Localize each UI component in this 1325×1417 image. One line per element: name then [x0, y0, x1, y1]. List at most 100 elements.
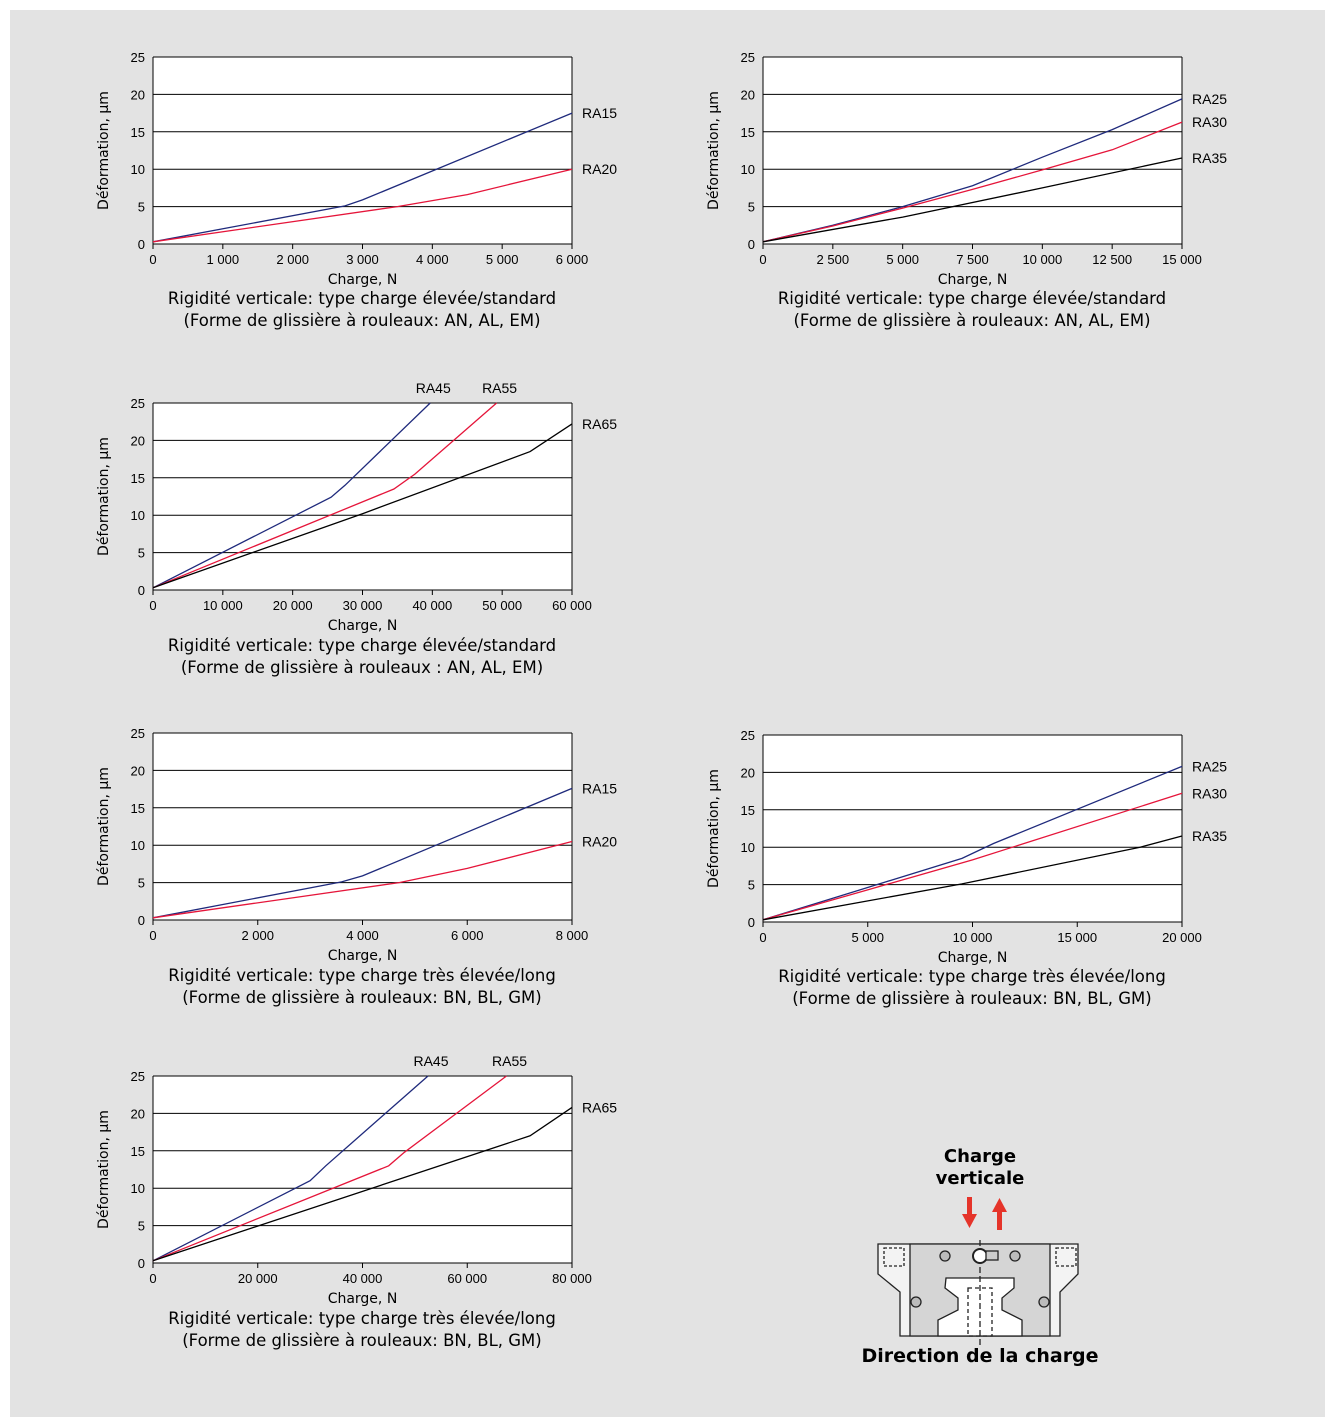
series-label-ra15: RA15	[582, 105, 617, 121]
down-arrow-shaft	[967, 1197, 972, 1215]
chart-caption-line: (Forme de glissière à rouleaux: BN, BL, …	[182, 988, 542, 1007]
y-tick-label: 20	[741, 87, 755, 102]
x-tick-label: 5 000	[486, 252, 519, 267]
y-tick-label: 20	[131, 87, 145, 102]
y-tick-label: 25	[131, 1069, 145, 1084]
series-line-ra20	[152, 168, 573, 243]
chart-1: 0 1 000 2 000 3 000 4 000 5 000 6 000 0 5 10 15 20 2…	[96, 50, 617, 288]
y-axis-title: Déformation, µm	[706, 91, 722, 210]
series-line-ra25	[762, 98, 1183, 243]
chart-caption-line: Rigidité verticale: type charge élevée/s…	[167, 636, 557, 655]
x-tick-label: 2 000	[241, 928, 274, 943]
chart-caption-line: Rigidité verticale: type charge très éle…	[168, 966, 556, 985]
x-tick-label: 0	[149, 252, 156, 267]
series-line-ra20	[152, 840, 573, 919]
x-tick-label: 20 000	[273, 598, 313, 613]
carriage-illustration: Charge verticale	[861, 1146, 1098, 1367]
series-line-ra65	[152, 423, 573, 589]
series-line-ra30	[762, 792, 1183, 921]
x-tick-label: 8 000	[556, 928, 589, 943]
series-label-ra35: RA35	[1192, 150, 1227, 166]
plot-area	[153, 733, 572, 920]
diagram-title-line2: verticale	[936, 1168, 1025, 1189]
up-arrow-head	[992, 1198, 1007, 1212]
x-tick-label: 5 000	[851, 930, 884, 945]
carriage-block	[877, 1240, 1079, 1346]
chart-6: 0 20 000 40 000 60 000 80 000 0 5 10 15 20 25 Charg…	[96, 1053, 617, 1307]
chart-caption-line: (Forme de glissière à rouleaux: AN, AL, …	[793, 311, 1151, 330]
series-line-ra25	[762, 765, 1183, 921]
x-tick-label: 7 500	[956, 252, 989, 267]
y-tick-label: 15	[741, 125, 755, 140]
plot-area	[763, 57, 1182, 244]
series-label-ra30: RA30	[1192, 785, 1227, 801]
series-line-ra45	[152, 402, 431, 589]
load-direction-diagram: Charge verticale	[850, 1140, 1110, 1370]
y-tick-label: 20	[131, 1106, 145, 1121]
chart-caption-line: Rigidité verticale: type charge très éle…	[168, 1309, 556, 1328]
chart-caption: Rigidité verticale: type charge élevée/s…	[672, 288, 1272, 332]
x-tick-label: 50 000	[482, 598, 522, 613]
chart-caption: Rigidité verticale: type charge très éle…	[672, 966, 1272, 1010]
series-label-ra55: RA55	[482, 380, 517, 396]
y-tick-label: 0	[138, 913, 145, 928]
x-axis-title: Charge, N	[938, 272, 1008, 288]
y-tick-label: 10	[741, 162, 755, 177]
y-tick-label: 25	[131, 396, 145, 411]
chart-caption-line: (Forme de glissière à rouleaux: AN, AL, …	[183, 311, 541, 330]
series-label-ra55: RA55	[492, 1053, 527, 1069]
series-line-ra35	[762, 157, 1183, 243]
x-tick-label: 6 000	[451, 928, 484, 943]
y-tick-label: 20	[741, 765, 755, 780]
series-label-ra45: RA45	[413, 1053, 448, 1069]
x-tick-label: 40 000	[412, 598, 452, 613]
x-tick-label: 30 000	[343, 598, 383, 613]
y-tick-label: 15	[131, 1144, 145, 1159]
x-tick-label: 4 000	[346, 928, 379, 943]
chart-caption: Rigidité verticale: type charge très éle…	[62, 965, 662, 1009]
up-arrow-shaft	[997, 1211, 1002, 1230]
y-tick-label: 20	[131, 763, 145, 778]
chart-2: 0 2 500 5 000 7 500 10 000 12 500 15 000 0 5 10 15…	[706, 50, 1227, 288]
y-tick-label: 10	[131, 162, 145, 177]
y-tick-label: 25	[741, 50, 755, 65]
y-tick-label: 5	[748, 200, 755, 215]
x-tick-label: 0	[149, 1271, 156, 1286]
x-tick-label: 20 000	[238, 1271, 278, 1286]
y-tick-label: 5	[748, 878, 755, 893]
down-arrow-head	[962, 1214, 977, 1228]
chart-3: 0 10 000 20 000 30 000 40 000 50 000 60 000 0 5 1…	[96, 380, 617, 634]
y-tick-label: 25	[131, 726, 145, 741]
x-tick-label: 60 000	[447, 1271, 487, 1286]
series-label-ra15: RA15	[582, 780, 617, 796]
y-tick-label: 25	[131, 50, 145, 65]
x-axis-title: Charge, N	[328, 1291, 398, 1307]
chart-caption-line: Rigidité verticale: type charge élevée/s…	[167, 289, 557, 308]
y-tick-label: 0	[748, 915, 755, 930]
series-line-ra15	[152, 787, 573, 919]
diagram-title-line1: Charge	[944, 1146, 1016, 1167]
load-arrows	[962, 1197, 1007, 1230]
y-tick-label: 0	[138, 1256, 145, 1271]
y-tick-label: 10	[131, 838, 145, 853]
y-tick-label: 0	[138, 237, 145, 252]
series-label-ra25: RA25	[1192, 91, 1227, 107]
x-tick-label: 5 000	[886, 252, 919, 267]
y-tick-label: 15	[741, 803, 755, 818]
x-axis-title: Charge, N	[938, 950, 1008, 966]
y-tick-label: 10	[741, 840, 755, 855]
x-tick-label: 4 000	[416, 252, 449, 267]
x-tick-label: 2 500	[817, 252, 850, 267]
y-tick-label: 20	[131, 433, 145, 448]
series-label-ra20: RA20	[582, 161, 617, 177]
x-tick-label: 2 000	[276, 252, 309, 267]
chart-caption: Rigidité verticale: type charge élevée/s…	[62, 635, 662, 679]
x-tick-label: 10 000	[1022, 252, 1062, 267]
x-axis-title: Charge, N	[328, 948, 398, 964]
y-tick-label: 10	[131, 1181, 145, 1196]
y-tick-label: 0	[748, 237, 755, 252]
x-tick-label: 1 000	[207, 252, 240, 267]
y-tick-label: 10	[131, 508, 145, 523]
